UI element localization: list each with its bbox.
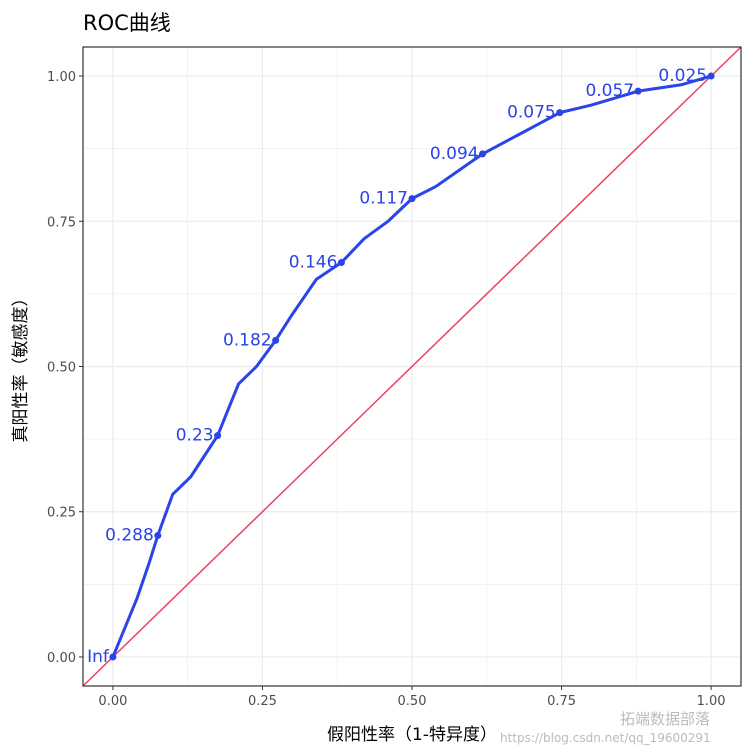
threshold-label: 0.057 <box>585 81 634 101</box>
watermark-url: https://blog.csdn.net/qq_19600291 <box>500 731 711 745</box>
threshold-point <box>634 87 642 95</box>
threshold-point <box>707 72 715 80</box>
threshold-point <box>556 109 564 117</box>
threshold-label: 0.146 <box>289 253 338 273</box>
watermark-brand: 拓端数据部落 <box>620 710 710 728</box>
threshold-label: 0.075 <box>507 103 556 123</box>
x-tick-label: 0.75 <box>547 694 576 709</box>
y-tick-label: 0.50 <box>47 361 76 376</box>
threshold-point <box>109 653 117 661</box>
threshold-point <box>408 195 416 203</box>
threshold-point <box>337 259 345 267</box>
threshold-label: 0.23 <box>176 426 214 446</box>
threshold-label: 0.117 <box>359 189 408 209</box>
chart-title: ROC曲线 <box>83 11 171 35</box>
x-tick-label: 0.00 <box>98 694 127 709</box>
y-tick-label: 0.25 <box>47 506 76 521</box>
threshold-point <box>272 336 280 344</box>
threshold-label: Inf <box>87 647 110 667</box>
y-tick-label: 0.00 <box>47 651 76 666</box>
threshold-label: 0.288 <box>105 526 154 546</box>
threshold-point <box>154 532 162 540</box>
threshold-label: 0.025 <box>658 66 707 86</box>
threshold-label: 0.094 <box>430 144 479 164</box>
threshold-point <box>214 432 222 440</box>
reference-line <box>82 46 742 687</box>
y-axis-label: 真阳性率（敏感度） <box>11 290 31 443</box>
y-tick-label: 0.75 <box>47 215 76 230</box>
x-tick-label: 0.25 <box>248 694 277 709</box>
threshold-point <box>479 150 487 158</box>
y-tick-label: 1.00 <box>47 70 76 85</box>
threshold-label: 0.182 <box>223 330 272 350</box>
x-tick-label: 1.00 <box>697 694 726 709</box>
x-tick-label: 0.50 <box>398 694 427 709</box>
x-axis-label: 假阳性率（1-特异度） <box>327 725 497 745</box>
